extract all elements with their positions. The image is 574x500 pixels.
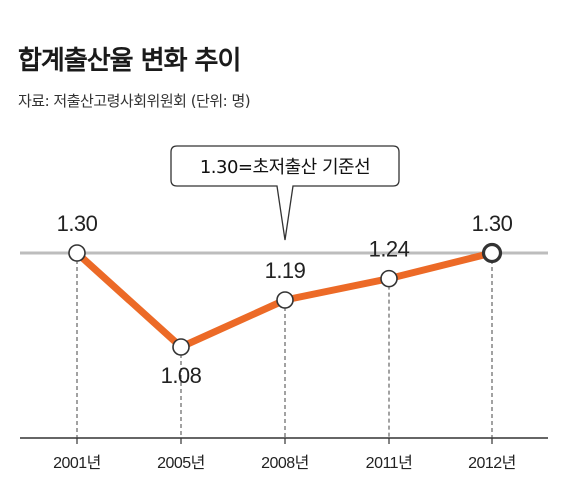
data-point bbox=[380, 269, 398, 288]
x-tick-label: 2008년 bbox=[261, 454, 309, 472]
data-label: 1.24 bbox=[369, 237, 410, 262]
data-point bbox=[276, 291, 294, 309]
data-label: 1.30 bbox=[472, 211, 513, 236]
data-point bbox=[68, 244, 86, 262]
x-tick-label: 2012년 bbox=[468, 454, 516, 472]
data-point bbox=[481, 242, 503, 264]
data-label: 1.19 bbox=[265, 258, 306, 283]
x-tick-label: 2005년 bbox=[157, 454, 205, 472]
callout-text: 1.30=초저출산 기준선 bbox=[200, 157, 370, 178]
data-label: 1.30 bbox=[57, 211, 98, 236]
x-tick-label: 2011년 bbox=[366, 454, 413, 472]
chart-title: 합계출산율 변화 추이 bbox=[18, 46, 241, 76]
source-note: 자료: 저출산고령사회위원회 (단위: 명) bbox=[18, 92, 251, 110]
x-tick-label: 2001년 bbox=[53, 454, 101, 472]
data-label: 1.08 bbox=[161, 363, 202, 388]
data-point bbox=[172, 338, 190, 356]
callout-box bbox=[170, 145, 400, 241]
